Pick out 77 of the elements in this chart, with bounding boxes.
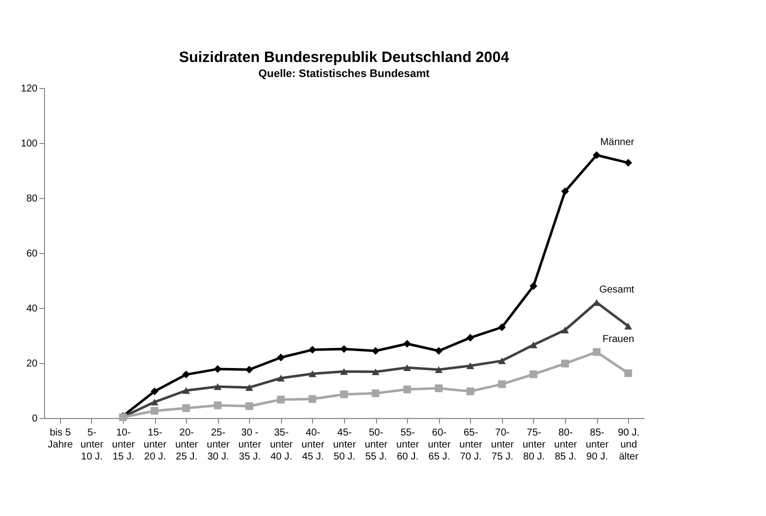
series-label: Gesamt [599, 284, 634, 296]
point [434, 384, 443, 392]
x-tick-label: 30 - unter 35 J. [238, 428, 262, 462]
x-tick-label: 80- unter 85 J. [554, 428, 578, 462]
point [150, 387, 158, 396]
point [466, 362, 474, 370]
x-tick-label: 25- unter 30 J. [206, 428, 230, 462]
x-tick-label: 10- unter 15 J. [112, 428, 136, 462]
x-tick-label: 90 J. und älter [618, 428, 640, 462]
point [498, 323, 506, 332]
chart-subtitle: Quelle: Statistisches Bundesamt [258, 68, 430, 80]
point [530, 282, 538, 290]
x-tick-label: 75- unter 80 J. [522, 428, 546, 462]
y-tick-label: 100 [20, 138, 38, 150]
point [592, 151, 601, 159]
point [276, 374, 285, 382]
x-tick-label: 45- unter 50 J. [333, 428, 357, 462]
point [403, 386, 412, 394]
point [466, 387, 474, 396]
point [276, 396, 285, 404]
x-tick-label: 65- unter 70 J. [459, 428, 483, 462]
point [624, 369, 632, 378]
point [498, 357, 506, 364]
point [340, 345, 348, 353]
point [245, 402, 254, 410]
point [245, 384, 254, 391]
point [308, 370, 316, 378]
x-tick-label: 60- unter 65 J. [428, 428, 452, 462]
point [308, 395, 316, 403]
x-tick-label: 5- unter 10 J. [80, 428, 104, 462]
point [182, 404, 190, 412]
point [214, 383, 222, 390]
point [182, 387, 190, 394]
point [340, 390, 348, 398]
point [403, 364, 412, 372]
point [561, 188, 569, 196]
y-tick-label: 20 [26, 358, 38, 370]
x-tick-label: 55- unter 60 J. [396, 428, 420, 462]
series-label: Männer [600, 137, 635, 148]
x-tick-label: 50- unter 55 J. [364, 428, 388, 462]
y-tick-label: 0 [32, 414, 38, 424]
point [150, 406, 158, 415]
point [276, 354, 285, 362]
point [308, 346, 316, 354]
point [498, 380, 506, 388]
point [150, 398, 158, 406]
point [624, 158, 632, 167]
point [372, 347, 380, 355]
y-tick-label: 60 [26, 248, 38, 260]
point [434, 347, 443, 355]
x-tick-label: 35- unter 40 J. [270, 428, 294, 462]
x-tick-label: 20- unter 25 J. [175, 428, 199, 462]
series-label: Frauen [602, 334, 634, 345]
chart-title: Suizidraten Bundesrepublik Deutschland 2004 [178, 49, 510, 66]
point [561, 360, 569, 368]
point [372, 368, 380, 376]
point [592, 348, 601, 356]
point [624, 322, 632, 330]
y-tick-label: 120 [20, 84, 38, 94]
y-tick-label: 80 [26, 194, 38, 204]
y-tick-label: 40 [26, 304, 38, 314]
x-tick-label: 15- unter 20 J. [144, 428, 168, 462]
point [340, 368, 348, 375]
point [245, 366, 254, 374]
x-tick-label: bis 5 Jahre [48, 428, 74, 450]
x-tick-label: 70- unter 75 J. [490, 428, 514, 462]
point [372, 389, 380, 398]
point [561, 326, 569, 334]
point [530, 370, 538, 378]
point [466, 334, 474, 342]
x-tick-label: 40- unter 45 J. [302, 428, 325, 462]
point [182, 370, 190, 378]
point [214, 401, 222, 410]
point [403, 340, 412, 348]
point [530, 341, 538, 348]
point [434, 366, 443, 373]
x-tick-label: 85- unter 90 J. [586, 428, 610, 462]
